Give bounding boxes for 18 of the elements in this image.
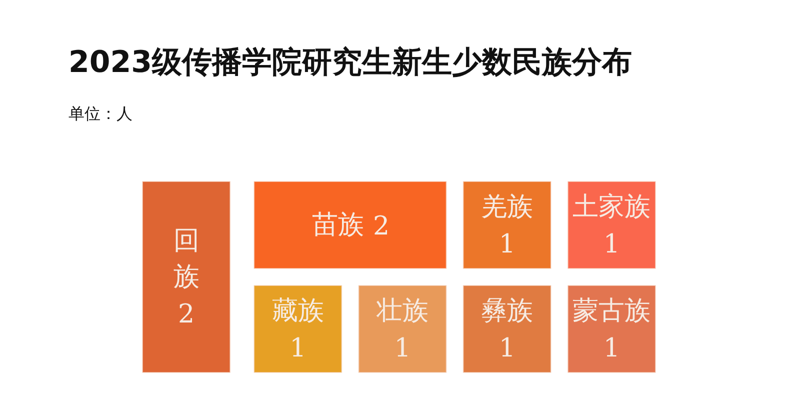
data-label: 1 bbox=[498, 230, 516, 260]
category-label: 壮族 bbox=[376, 296, 428, 326]
text: 2023级传播学院研究生新生少数民族分布 bbox=[68, 45, 632, 80]
category-label: 回族 bbox=[173, 226, 200, 292]
data-label: 1 bbox=[290, 334, 306, 364]
data-label: 1 bbox=[394, 334, 411, 364]
category-label: 土家族 bbox=[572, 192, 651, 222]
data-label: 2 bbox=[372, 212, 390, 242]
text: 单位：人 bbox=[68, 104, 132, 123]
data-label: 1 bbox=[603, 334, 620, 364]
category-label: 羌族 bbox=[481, 192, 534, 222]
data-label: 1 bbox=[498, 334, 516, 364]
data-label: 1 bbox=[603, 230, 620, 260]
category-label: 苗族 bbox=[312, 210, 364, 240]
data-label: 2 bbox=[178, 300, 195, 330]
category-label: 彝族 bbox=[481, 296, 534, 326]
category-label: 蒙古族 bbox=[572, 296, 651, 326]
category-label: 藏族 bbox=[272, 296, 324, 326]
